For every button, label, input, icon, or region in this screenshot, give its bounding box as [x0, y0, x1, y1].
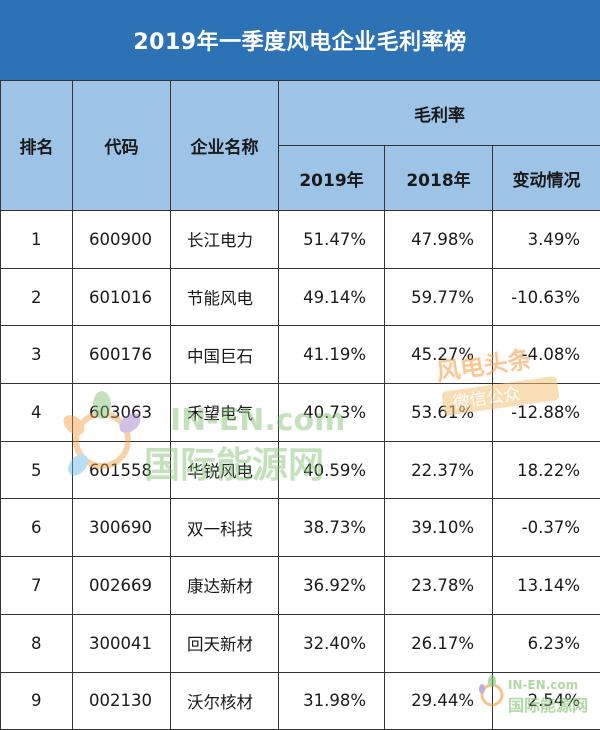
code-cell: 600900 — [73, 211, 171, 269]
margin-2019-cell: 32.40% — [279, 614, 385, 672]
margin-2018-cell: 47.98% — [385, 211, 493, 269]
company-name-cell: 节能风电 — [171, 268, 279, 326]
header-2019: 2019年 — [279, 146, 385, 211]
margin-2019-cell: 40.59% — [279, 441, 385, 499]
company-name-cell: 中国巨石 — [171, 326, 279, 384]
margin-2018-cell: 53.61% — [385, 384, 493, 442]
code-cell: 601016 — [73, 268, 171, 326]
margin-change-cell: -4.08% — [493, 326, 600, 384]
header-2018: 2018年 — [385, 146, 493, 211]
header-company-name: 企业名称 — [171, 81, 279, 211]
rank-cell: 4 — [1, 384, 73, 442]
margin-change-cell: 6.23% — [493, 614, 600, 672]
rank-cell: 8 — [1, 614, 73, 672]
margin-2018-cell: 29.44% — [385, 672, 493, 730]
rank-cell: 5 — [1, 441, 73, 499]
rank-cell: 7 — [1, 557, 73, 615]
company-name-cell: 回天新材 — [171, 614, 279, 672]
margin-change-cell: 2.54% — [493, 672, 600, 730]
company-name-cell: 华锐风电 — [171, 441, 279, 499]
code-cell: 002669 — [73, 557, 171, 615]
margin-2018-cell: 26.17% — [385, 614, 493, 672]
margin-change-cell: 18.22% — [493, 441, 600, 499]
header-code: 代码 — [73, 81, 171, 211]
margin-change-cell: 13.14% — [493, 557, 600, 615]
company-name-cell: 康达新材 — [171, 557, 279, 615]
margin-2019-cell: 31.98% — [279, 672, 385, 730]
header-gross-margin: 毛利率 — [279, 81, 600, 146]
margin-2018-cell: 39.10% — [385, 499, 493, 557]
rank-cell: 6 — [1, 499, 73, 557]
margin-change-cell: -0.37% — [493, 499, 600, 557]
margin-change-cell: -10.63% — [493, 268, 600, 326]
code-cell: 300690 — [73, 499, 171, 557]
margin-2019-cell: 49.14% — [279, 268, 385, 326]
rank-cell: 3 — [1, 326, 73, 384]
margin-2019-cell: 36.92% — [279, 557, 385, 615]
margin-2018-cell: 23.78% — [385, 557, 493, 615]
header-change: 变动情况 — [493, 146, 600, 211]
code-cell: 601558 — [73, 441, 171, 499]
margin-2019-cell: 40.73% — [279, 384, 385, 442]
margin-change-cell: 3.49% — [493, 211, 600, 269]
rank-cell: 9 — [1, 672, 73, 730]
code-cell: 600176 — [73, 326, 171, 384]
table-title: 2019年一季度风电企业毛利率榜 — [0, 0, 600, 81]
rank-cell: 1 — [1, 211, 73, 269]
company-name-cell: 长江电力 — [171, 211, 279, 269]
code-cell: 603063 — [73, 384, 171, 442]
header-rank: 排名 — [1, 81, 73, 211]
company-name-cell: 沃尔核材 — [171, 672, 279, 730]
margin-2019-cell: 41.19% — [279, 326, 385, 384]
margin-2018-cell: 59.77% — [385, 268, 493, 326]
code-cell: 300041 — [73, 614, 171, 672]
margin-2019-cell: 38.73% — [279, 499, 385, 557]
code-cell: 002130 — [73, 672, 171, 730]
margin-change-cell: -12.88% — [493, 384, 600, 442]
rank-cell: 2 — [1, 268, 73, 326]
company-name-cell: 双一科技 — [171, 499, 279, 557]
margin-2019-cell: 51.47% — [279, 211, 385, 269]
margin-2018-cell: 45.27% — [385, 326, 493, 384]
company-name-cell: 禾望电气 — [171, 384, 279, 442]
margin-2018-cell: 22.37% — [385, 441, 493, 499]
